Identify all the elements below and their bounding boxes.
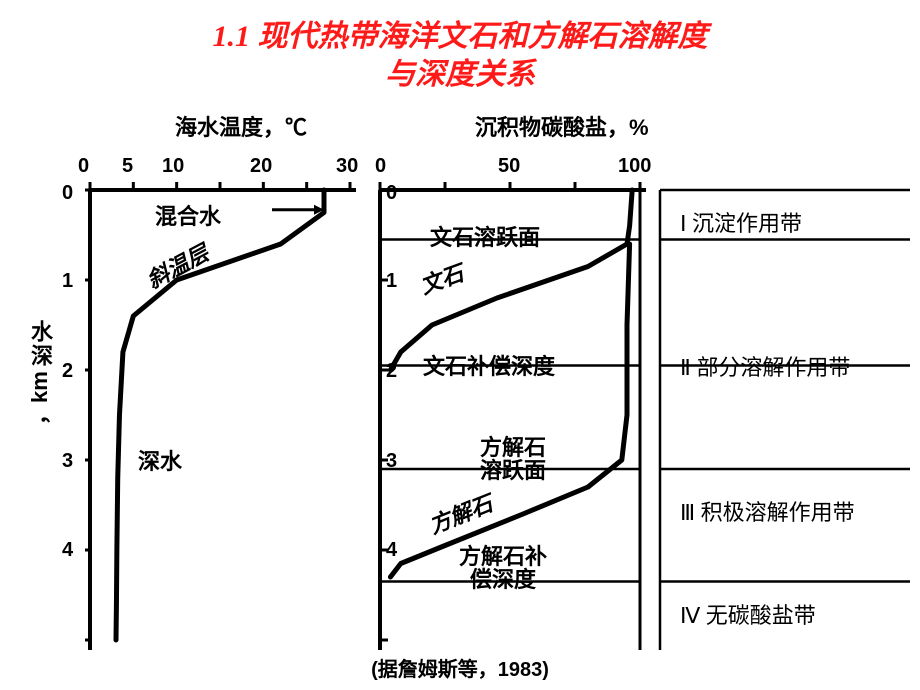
xlabel-temperature: 海水温度，℃ bbox=[175, 110, 307, 142]
ytick-r-0: 0 bbox=[386, 182, 397, 205]
zone-1: Ⅰ 沉淀作用带 bbox=[680, 206, 802, 238]
label-calc-lyso: 方解石溶跃面 bbox=[480, 436, 546, 482]
ylabel-unit: ，km bbox=[22, 371, 54, 425]
xtick-l-20: 20 bbox=[250, 155, 272, 178]
xtick-r-0: 0 bbox=[375, 155, 386, 178]
xlabel-carbonate: 沉积物碳酸盐，% bbox=[475, 110, 649, 142]
label-calc-ccd: 方解石补偿深度 bbox=[459, 545, 547, 591]
label-arago-lyso: 文石溶跃面 bbox=[430, 226, 540, 250]
ytick-l-2: 2 bbox=[62, 360, 73, 383]
right-chart bbox=[375, 142, 915, 662]
title-l1: 1.1 现代热带海洋文石和方解石溶解度 bbox=[213, 20, 708, 53]
zone-4: Ⅳ 无碳酸盐带 bbox=[680, 598, 816, 630]
ytick-r-1: 1 bbox=[386, 270, 397, 293]
zone-2: Ⅱ 部分溶解作用带 bbox=[680, 350, 850, 382]
xtick-l-5: 5 bbox=[122, 155, 133, 178]
citation: (据詹姆斯等，1983) bbox=[0, 653, 920, 682]
ylabel-depth: 水深 bbox=[24, 320, 56, 368]
ytick-l-1: 1 bbox=[62, 270, 73, 293]
title-l2: 与深度关系 bbox=[385, 58, 535, 91]
label-arago-ccd: 文石补偿深度 bbox=[423, 355, 555, 379]
slide-title: 1.1 现代热带海洋文石和方解石溶解度 与深度关系 bbox=[0, 18, 920, 93]
left-chart bbox=[85, 142, 365, 662]
ytick-l-4: 4 bbox=[62, 539, 73, 562]
label-deepwater: 深水 bbox=[138, 450, 182, 474]
ytick-l-0: 0 bbox=[62, 182, 73, 205]
xtick-r-50: 50 bbox=[498, 155, 520, 178]
xtick-l-30: 30 bbox=[336, 155, 358, 178]
xtick-l-10: 10 bbox=[162, 155, 184, 178]
ytick-r-2: 2 bbox=[386, 360, 397, 383]
label-mixwater: 混合水 bbox=[155, 205, 221, 229]
ytick-l-3: 3 bbox=[62, 450, 73, 473]
xtick-r-100: 100 bbox=[618, 155, 651, 178]
xtick-l-0: 0 bbox=[78, 155, 89, 178]
ytick-r-4: 4 bbox=[386, 539, 397, 562]
ytick-r-3: 3 bbox=[386, 450, 397, 473]
zone-3: Ⅲ 积极溶解作用带 bbox=[680, 495, 855, 527]
